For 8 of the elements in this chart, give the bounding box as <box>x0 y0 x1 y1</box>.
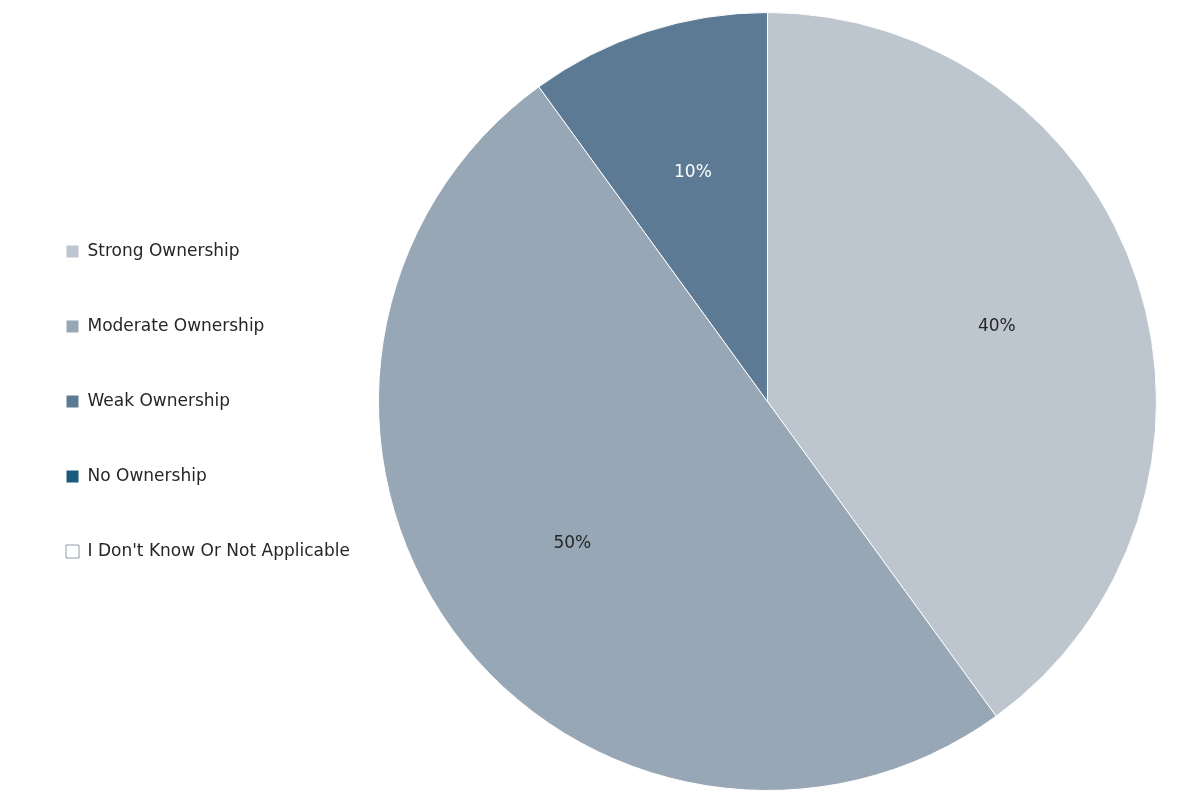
data-label: 50% <box>553 531 592 552</box>
legend-label: Strong Ownership <box>87 239 240 260</box>
legend-label: Moderate Ownership <box>87 314 265 335</box>
data-label: 40% <box>977 315 1016 336</box>
legend-label: I Don't Know Or Not Applicable <box>87 539 350 560</box>
legend-label: Weak Ownership <box>87 389 231 410</box>
data-label: 10% <box>674 160 712 181</box>
legend-label: No Ownership <box>87 464 207 485</box>
